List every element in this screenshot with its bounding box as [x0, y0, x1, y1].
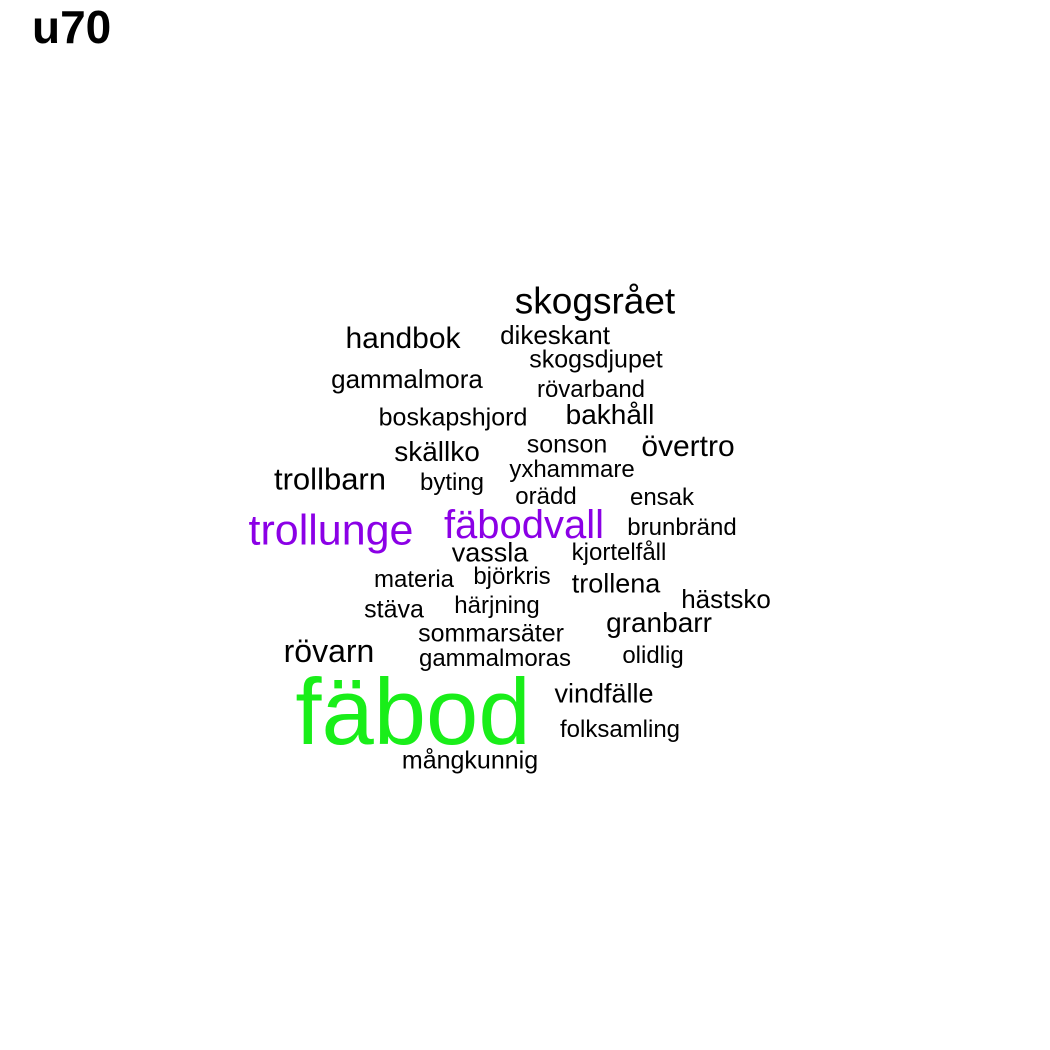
- page-title: u70: [32, 1, 112, 53]
- word-folksamling: folksamling: [559, 716, 681, 743]
- word-byting: byting: [419, 469, 485, 496]
- word-stava: stäva: [364, 595, 424, 624]
- word-materia: materia: [373, 566, 455, 593]
- word-oradd: orädd: [515, 483, 577, 510]
- word-skogsdjupet: skogsdjupet: [529, 345, 663, 374]
- word-sonson: sonson: [526, 430, 608, 459]
- word-trollena: trollena: [571, 568, 661, 599]
- word-olidlig: olidlig: [622, 642, 684, 669]
- word-skogsraet: skogsrået: [514, 280, 676, 322]
- word-dikeskant: dikeskant: [500, 320, 610, 350]
- word-trollunge: trollunge: [248, 506, 414, 555]
- word-harjning: härjning: [454, 592, 540, 619]
- word-vindfalle: vindfälle: [554, 678, 654, 709]
- word-fabodvall: fäbodvall: [443, 503, 605, 547]
- word-rovarband: rövarband: [536, 376, 646, 403]
- word-bjorkris: björkris: [473, 563, 551, 590]
- word-boskapshjord: boskapshjord: [378, 403, 528, 432]
- word-rovarn: rövarn: [283, 633, 375, 669]
- word-sommarsater: sommarsäter: [418, 619, 564, 648]
- word-hastsko: hästsko: [681, 584, 771, 614]
- word-fabod: fäbod: [295, 659, 531, 764]
- word-ensak: ensak: [629, 484, 695, 511]
- word-granbarr: granbarr: [606, 607, 712, 638]
- word-yxhammare: yxhammare: [509, 456, 635, 483]
- word-mangkunnig: mångkunnig: [401, 746, 539, 775]
- word-trollbarn: trollbarn: [274, 461, 386, 497]
- word-handbok: handbok: [345, 322, 461, 355]
- word-gammalmora: gammalmora: [331, 364, 483, 394]
- word-brunbrand: brunbränd: [627, 514, 737, 541]
- word-bakhall: bakhåll: [565, 399, 655, 430]
- word-vassla: vassla: [451, 537, 529, 568]
- word-gammalmoras: gammalmoras: [418, 645, 572, 672]
- word-overtro: övertro: [641, 430, 735, 463]
- word-kjortelfall: kjortelfåll: [571, 539, 667, 566]
- word-skallko: skällko: [394, 436, 480, 467]
